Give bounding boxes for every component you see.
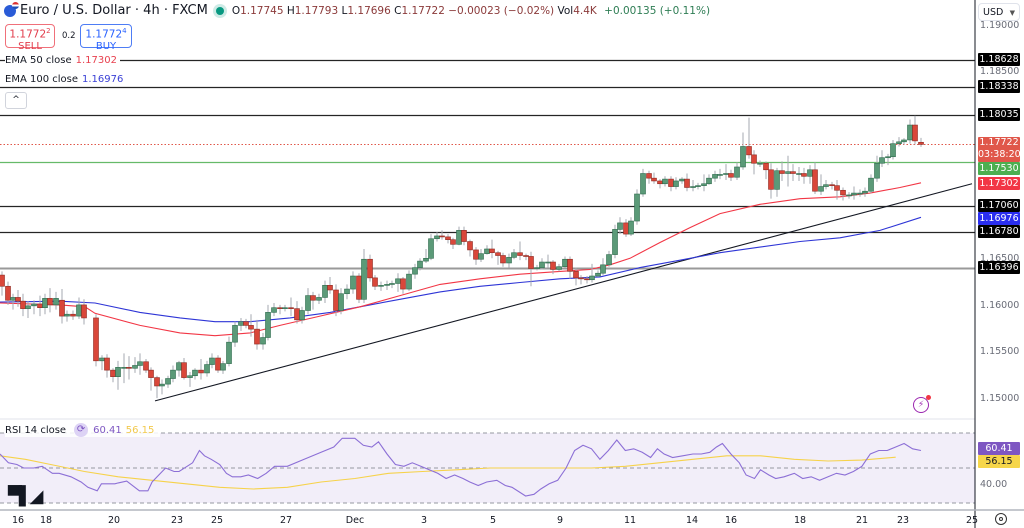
symbol-title[interactable]: Euro / U.S. Dollar · 4h · FXCM	[20, 3, 208, 18]
flash-icon[interactable]: ⚡	[913, 395, 931, 413]
time-label: 16	[11, 515, 25, 526]
rsi-value-tag: 60.41	[978, 442, 1020, 455]
time-label: 14	[685, 515, 699, 526]
rsi-ma-value: 56.15	[125, 424, 155, 436]
price-level-tag: 1.17530	[978, 162, 1020, 175]
time-label: 27	[279, 515, 293, 526]
price-label: 1.16500	[980, 253, 1020, 264]
price-level-tag: 1.16396	[978, 261, 1020, 274]
time-label: 21	[855, 515, 869, 526]
price-level-tag: 1.18338	[978, 80, 1020, 93]
change-value: −0.00023 (−0.02%)	[448, 4, 555, 17]
price-level-tag: 1.16976	[978, 212, 1020, 225]
currency-select[interactable]: USD ▼	[978, 3, 1020, 21]
price-level-tag: 1.18628	[978, 53, 1020, 66]
rsi-value: 60.41	[93, 424, 122, 436]
tradingview-logo[interactable]: ▀▌◢	[8, 486, 43, 507]
price-level-tag: 1.18035	[978, 108, 1020, 121]
current-price-tag: 1.17722 03:38:20	[978, 137, 1021, 162]
price-level-tag: 1.16780	[978, 225, 1020, 238]
ema50-value: 1.17302	[75, 55, 117, 66]
market-open-icon	[215, 6, 224, 15]
time-label: 11	[623, 515, 637, 526]
time-label: 5	[489, 515, 497, 526]
sell-button[interactable]: 1.17722 SELL	[5, 24, 55, 52]
time-label: 9	[556, 515, 564, 526]
time-label: 18	[39, 515, 53, 526]
settings-icon[interactable]	[995, 513, 1007, 525]
price-level-tag: 1.17302	[978, 177, 1020, 190]
refresh-icon[interactable]: ⟳	[74, 423, 89, 437]
spread-value: 0.2	[62, 31, 76, 41]
time-label: 18	[793, 515, 807, 526]
buy-button[interactable]: 1.17724 BUY	[80, 24, 132, 52]
buy-label: BUY	[95, 40, 117, 52]
ema100-legend[interactable]: EMA 100 close 1.16976	[5, 74, 127, 85]
price-label: 1.15000	[980, 393, 1020, 404]
chart-header: Euro / U.S. Dollar · 4h · FXCM O1.17745 …	[4, 1, 711, 18]
price-level-tag: 1.17060	[978, 199, 1020, 212]
chevron-down-icon: ▼	[1009, 9, 1015, 17]
time-label: Dec	[345, 515, 365, 526]
rsi-legend[interactable]: RSI 14 close ⟳ 60.41 56.15	[5, 423, 161, 437]
ema100-value: 1.16976	[82, 74, 124, 85]
volume-value: 4.4K	[573, 4, 597, 17]
extra-change-value: +0.00135 (+0.11%)	[604, 4, 711, 17]
time-label: 25	[965, 515, 979, 526]
price-label: 1.16000	[980, 300, 1020, 311]
time-label: 3	[420, 515, 428, 526]
time-label: 16	[724, 515, 738, 526]
price-label: 1.19000	[980, 20, 1020, 31]
rsi-value-tag: 56.15	[978, 455, 1020, 468]
symbol-logo-icon	[4, 1, 19, 17]
sell-label: SELL	[18, 40, 42, 52]
price-label: 1.18500	[980, 66, 1020, 77]
collapse-legend-button[interactable]: ^	[5, 92, 27, 109]
price-label: 1.15500	[980, 346, 1020, 357]
ohlc-values: O1.17745 H1.17793 L1.17696 C1.17722 −0.0…	[231, 4, 711, 17]
time-label: 25	[210, 515, 224, 526]
time-label: 20	[107, 515, 121, 526]
rsi-axis-label: 40.00	[980, 479, 1008, 490]
ema50-legend[interactable]: EMA 50 close 1.17302	[5, 55, 120, 66]
time-label: 23	[170, 515, 184, 526]
time-label: 23	[896, 515, 910, 526]
